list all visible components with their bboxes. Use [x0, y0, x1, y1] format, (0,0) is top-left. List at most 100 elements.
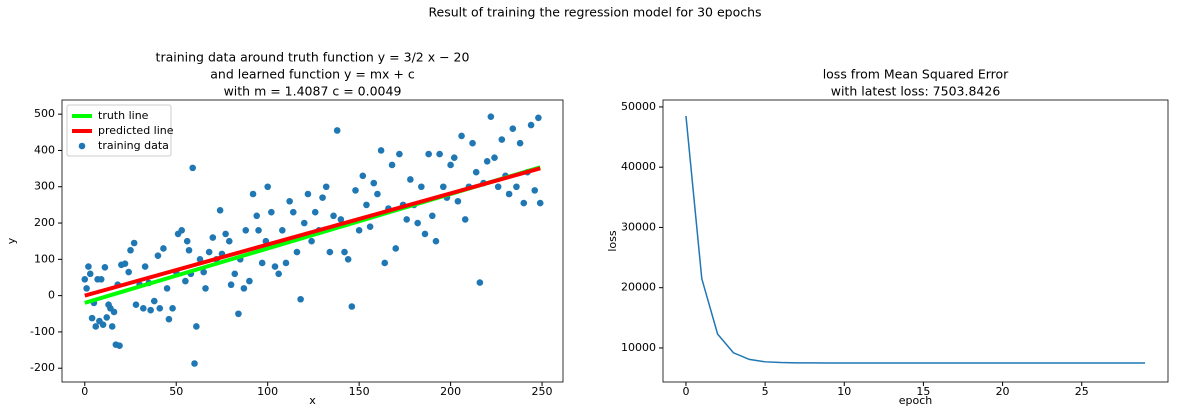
scatter-point	[370, 179, 378, 187]
x-tick-label: 250	[532, 385, 553, 398]
scatter-point	[240, 285, 248, 292]
scatter-point	[86, 270, 94, 278]
scatter-point	[130, 239, 138, 247]
scatter-point	[150, 297, 158, 305]
scatter-point	[439, 183, 447, 191]
scatter-point	[450, 154, 458, 162]
scatter-point	[235, 310, 242, 318]
scatter-point	[381, 259, 389, 267]
scatter-point	[81, 275, 89, 283]
scatter-point	[436, 150, 443, 158]
scatter-point	[483, 158, 491, 165]
chart-title: loss from Mean Squared Error	[823, 67, 1009, 82]
y-tick-label: 10000	[621, 341, 656, 354]
scatter-point	[491, 154, 498, 162]
scatter-point	[108, 323, 116, 330]
scatter-point	[461, 216, 469, 223]
scatter-point	[185, 246, 193, 254]
scatter-point	[289, 208, 297, 216]
y-tick-label: 200	[34, 216, 55, 229]
x-tick-label: 200	[440, 385, 461, 398]
x-tick-label: 20	[996, 385, 1010, 398]
scatter-point	[337, 216, 345, 223]
scatter-point	[432, 237, 440, 245]
scatter-point	[293, 248, 301, 256]
scatter-point	[216, 207, 224, 214]
scatter-point	[392, 245, 400, 252]
scatter-point	[275, 270, 282, 278]
scatter-point	[300, 219, 308, 227]
scatter-point	[498, 136, 506, 143]
scatter-point	[403, 216, 411, 223]
scatter-point	[140, 305, 147, 312]
legend-box	[66, 104, 172, 157]
scatter-point	[429, 212, 436, 220]
plot-frame	[662, 99, 1169, 383]
scatter-point	[182, 277, 189, 285]
series-line	[685, 115, 1146, 364]
scatter-point	[165, 315, 173, 323]
scatter-point	[121, 260, 129, 267]
scatter-point	[322, 183, 330, 191]
scatter-point	[132, 301, 140, 308]
scatter-point	[516, 139, 524, 147]
scatter-point	[268, 208, 275, 216]
scatter-point	[200, 268, 207, 276]
scatter-point	[227, 281, 235, 289]
scatter-point	[458, 132, 465, 140]
scatter-point	[494, 183, 502, 191]
scatter-point	[249, 190, 257, 198]
scatter-point	[447, 161, 454, 169]
x-tick-label: 5	[762, 385, 769, 398]
scatter-point	[297, 295, 304, 303]
scatter-point	[103, 314, 111, 321]
scatter-point	[99, 321, 107, 328]
scatter-point	[97, 275, 105, 283]
legend-label: truth line	[98, 109, 149, 122]
y-tick-label: 50000	[621, 100, 656, 113]
scatter-point	[388, 161, 396, 169]
scatter-point	[352, 187, 359, 194]
scatter-point	[319, 194, 326, 201]
x-tick-label: 15	[916, 385, 930, 398]
scatter-point	[222, 230, 229, 238]
y-axis-label: y	[5, 237, 18, 244]
scatter-point	[407, 176, 414, 183]
y-tick-label: 0	[48, 289, 55, 302]
scatter-point	[330, 212, 337, 220]
chart-title: and learned function y = mx + c	[210, 67, 415, 82]
scatter-point	[163, 285, 171, 292]
scatter-point	[264, 183, 271, 191]
scatter-point	[154, 252, 162, 259]
scatter-point	[311, 208, 319, 216]
scatter-point	[509, 125, 517, 132]
chart-title: training data around truth function y = …	[156, 50, 470, 65]
scatter-point	[125, 268, 132, 276]
scatter-point	[454, 197, 462, 205]
scatter-point	[127, 246, 134, 254]
scatter-point	[487, 113, 495, 120]
scatter-point	[141, 263, 149, 270]
y-tick-label: 300	[34, 180, 55, 193]
scatter-point	[308, 237, 315, 245]
x-tick-label: 25	[1075, 385, 1089, 398]
scatter-point	[160, 245, 167, 252]
scatter-point	[527, 121, 535, 129]
scatter-point	[366, 223, 374, 230]
y-tick-label: 400	[34, 143, 55, 156]
scatter-point	[85, 263, 92, 270]
scatter-point	[258, 259, 266, 267]
series-line	[84, 166, 541, 298]
scatter-point	[169, 305, 176, 312]
scatter-point	[520, 199, 528, 207]
scatter-point	[355, 226, 363, 234]
scatter-point	[191, 360, 198, 367]
scatter-point	[101, 264, 109, 271]
scatter-point	[505, 190, 513, 198]
scatter-point	[189, 164, 196, 172]
scatter-point	[421, 230, 429, 238]
scatter-point	[359, 172, 367, 180]
scatter-point	[246, 277, 253, 285]
scatter-point	[92, 323, 100, 330]
